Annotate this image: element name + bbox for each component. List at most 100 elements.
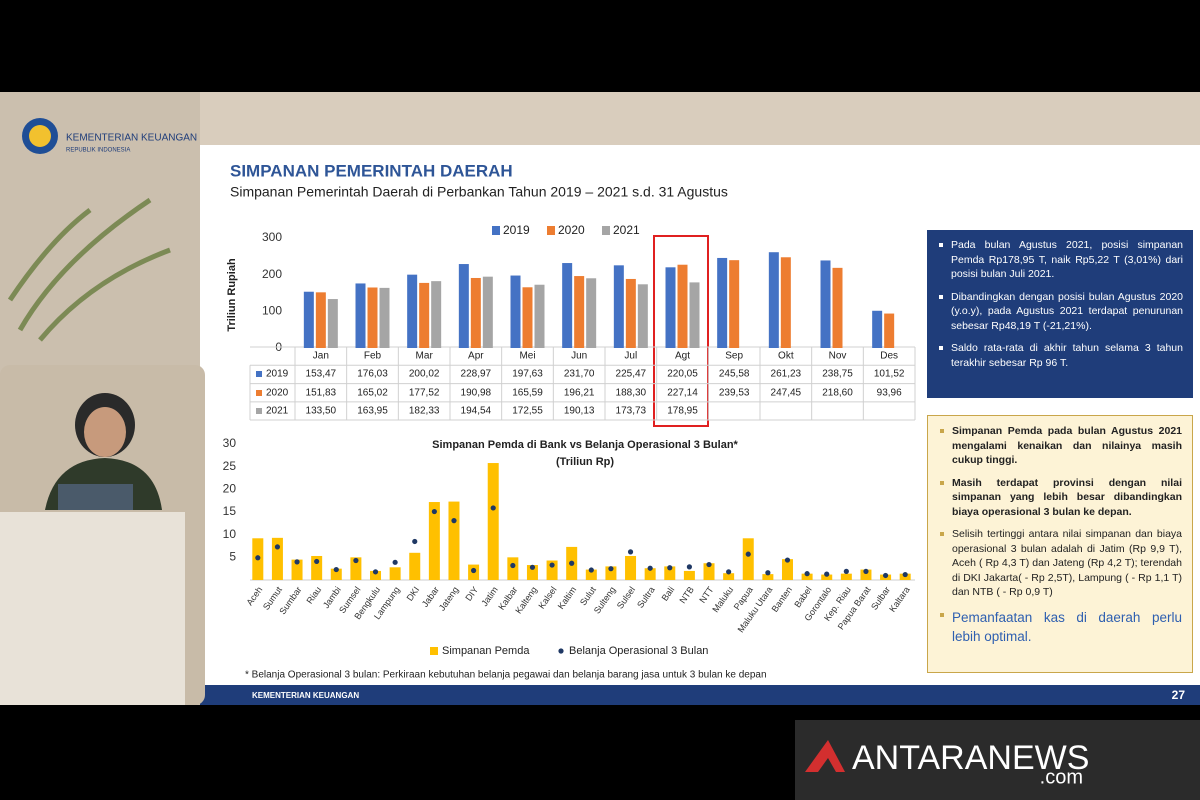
bar (311, 555, 323, 580)
point (804, 571, 810, 577)
legend-swatch (558, 648, 564, 654)
bar (840, 573, 852, 580)
table-value: 182,33 (409, 406, 440, 417)
legend-swatch (430, 647, 438, 655)
bar (546, 560, 558, 580)
x-tick-label: Feb (364, 351, 382, 362)
bar (717, 257, 728, 348)
point (314, 558, 320, 565)
bar (428, 502, 440, 580)
table-value: 173,73 (616, 406, 647, 417)
point (726, 569, 732, 575)
bar (291, 559, 303, 580)
y-tick-label: 300 (262, 230, 282, 244)
table-swatch (256, 371, 262, 377)
y-tick-label: 100 (262, 304, 282, 318)
bar (367, 287, 378, 348)
legend-swatch (602, 226, 610, 235)
x-tick-label: Mar (416, 351, 434, 362)
point (588, 567, 594, 573)
table-swatch (256, 408, 262, 414)
bar (431, 281, 442, 348)
x-tick-label: Agt (675, 351, 690, 362)
bar (664, 566, 676, 580)
bar (507, 557, 519, 580)
bar (820, 260, 831, 348)
bar (315, 292, 326, 348)
point (529, 564, 536, 570)
table-row-label: 2021 (266, 406, 289, 417)
x-tick-label: Okt (778, 351, 794, 362)
bar (689, 282, 700, 348)
table-value: 196,21 (564, 388, 595, 399)
legend-swatch (492, 226, 500, 235)
bar (350, 557, 362, 580)
point (843, 568, 849, 574)
bar (487, 463, 499, 580)
logo-subtitle: REPUBLIK INDONESIA (66, 148, 130, 154)
table-value: 172,55 (512, 406, 543, 417)
footer-org: KEMENTERIAN KEUANGAN (252, 691, 359, 700)
bar (625, 555, 637, 580)
table-value: 163,95 (357, 406, 388, 417)
x-tick-label: Jan (313, 351, 329, 362)
plant (7, 197, 171, 342)
highlight-box (653, 235, 709, 427)
point (471, 567, 477, 574)
legend-swatch (547, 226, 555, 235)
bar (534, 284, 545, 348)
chart-title: Simpanan Pemda di Bank vs Belanja Operas… (432, 439, 738, 451)
table-value: 101,52 (874, 369, 905, 380)
bar (762, 574, 774, 580)
bar (801, 573, 813, 580)
table-value: 133,50 (306, 406, 337, 417)
table-value: 194,54 (461, 406, 492, 417)
bar (644, 568, 656, 580)
table-value: 238,75 (822, 369, 853, 380)
point (647, 565, 653, 571)
logo-title: KEMENTERIAN KEUANGAN (66, 133, 197, 144)
point (824, 571, 830, 577)
point (392, 559, 398, 565)
x-tick-label: Apr (468, 351, 484, 362)
bar (683, 570, 695, 580)
y-tick-label: 25 (223, 459, 237, 473)
slide-footer (200, 685, 1200, 705)
y-tick-label: 10 (223, 527, 237, 541)
watermark-logo (805, 740, 845, 772)
bar (482, 276, 493, 348)
bar (458, 264, 469, 348)
table-value: 190,98 (461, 388, 492, 399)
y-tick-label: 15 (223, 504, 237, 518)
analysis-box: Simpanan Pemda pada bulan Agustus 2021 m… (927, 415, 1193, 673)
point (490, 505, 496, 511)
chart-subtitle: (Triliun Rp) (556, 456, 614, 468)
bar (303, 291, 314, 348)
point (353, 557, 359, 564)
table-value: 197,63 (512, 369, 543, 380)
bar (625, 278, 636, 348)
page-number: 27 (1172, 688, 1186, 702)
bar (605, 566, 617, 580)
table-value: 220,05 (667, 369, 698, 380)
point (549, 562, 555, 568)
slide-title: SIMPANAN PEMERINTAH DAERAH (230, 161, 513, 180)
table-value: 261,23 (771, 369, 802, 380)
point (902, 571, 908, 578)
x-tick-label: Sep (725, 351, 743, 362)
bar (370, 570, 382, 580)
point (784, 557, 791, 563)
table-swatch (256, 390, 262, 396)
legend-label: Belanja Operasional 3 Bulan (569, 645, 708, 657)
point (333, 566, 339, 573)
summary-bullet: Pada bulan Agustus 2021, posisi simpanan… (937, 238, 1183, 282)
bar (781, 559, 793, 580)
legend-label: Simpanan Pemda (442, 645, 530, 657)
table-value: 93,96 (877, 388, 902, 399)
y-axis-label: Triliun Rupiah (226, 258, 238, 332)
table-value: 190,13 (564, 406, 595, 417)
y-tick-label: 5 (229, 550, 236, 564)
analysis-conclusion: Pemanfaatan kas di daerah perlu lebih op… (938, 608, 1182, 646)
legend-label: 2019 (503, 223, 530, 237)
